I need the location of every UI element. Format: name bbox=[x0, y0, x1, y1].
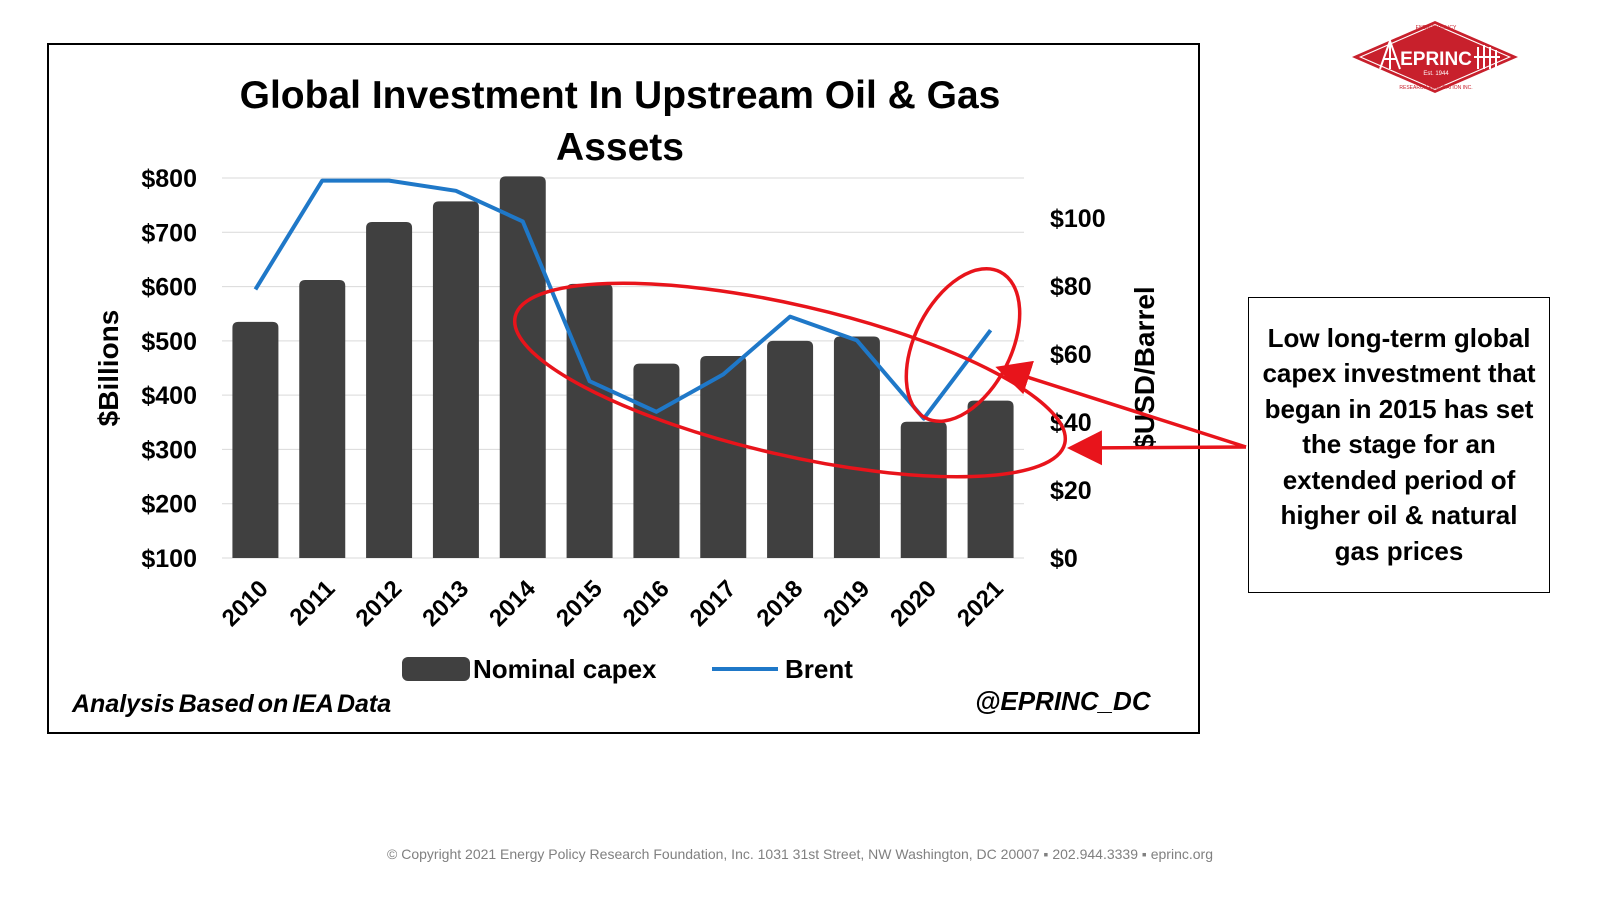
x-tick-label: 2010 bbox=[217, 575, 274, 632]
callout-text: Low long-term global capex investment th… bbox=[1262, 322, 1536, 566]
x-tick-label: 2020 bbox=[885, 575, 942, 632]
capex-bar bbox=[767, 340, 814, 558]
legend-swatch-capex bbox=[402, 657, 470, 681]
callout-arrow-lower bbox=[1067, 430, 1247, 466]
capex-bar bbox=[499, 176, 546, 558]
x-tick-label: 2011 bbox=[285, 575, 341, 631]
y2-tick-label: $60 bbox=[1050, 341, 1092, 369]
callout-box: Low long-term global capex investment th… bbox=[1248, 297, 1550, 593]
source-note: Analysis Based on IEA Data bbox=[72, 690, 392, 718]
y-axis-title: $Billions bbox=[93, 310, 124, 427]
y2-tick-label: $0 bbox=[1050, 545, 1078, 573]
y-tick-label: $700 bbox=[141, 219, 197, 247]
callout-arrow-upper bbox=[995, 360, 1247, 449]
y2-tick-label: $20 bbox=[1050, 477, 1092, 505]
y-tick-label: $100 bbox=[141, 545, 197, 573]
x-tick-label: 2021 bbox=[952, 575, 1009, 632]
legend-label-brent: Brent bbox=[785, 654, 853, 684]
x-tick-label: 2012 bbox=[350, 575, 407, 632]
y2-tick-label: $80 bbox=[1050, 273, 1092, 301]
derrick-icon bbox=[1379, 38, 1401, 70]
highlight-ellipse-small bbox=[904, 267, 1022, 423]
y2-tick-label: $40 bbox=[1050, 409, 1092, 437]
x-tick-label: 2018 bbox=[751, 575, 808, 632]
x-tick-label: 2014 bbox=[484, 575, 541, 632]
logo-diamond-icon bbox=[1352, 21, 1518, 93]
eprinc-logo: EPRINC Est. 1944 ENERGY POLICY RESEARCH … bbox=[1352, 21, 1518, 93]
capex-bar bbox=[700, 356, 747, 558]
capex-bar bbox=[366, 221, 413, 558]
capex-bar bbox=[432, 201, 479, 559]
copyright-footer: © Copyright 2021 Energy Policy Research … bbox=[387, 846, 1213, 862]
y-tick-label: $800 bbox=[141, 165, 197, 193]
x-tick-label: 2013 bbox=[417, 575, 474, 632]
x-tick-label: 2016 bbox=[618, 575, 675, 632]
y-tick-label: $200 bbox=[141, 491, 197, 519]
capex-bar bbox=[299, 280, 346, 558]
logo-name: EPRINC bbox=[1400, 49, 1472, 70]
legend-label-capex: Nominal capex bbox=[473, 654, 657, 684]
y-tick-label: $600 bbox=[141, 274, 197, 302]
capex-bar bbox=[566, 283, 613, 558]
brent-line bbox=[253, 178, 993, 421]
logo-arc-top: ENERGY POLICY bbox=[1416, 25, 1457, 31]
y2-axis-title: $USD/Barrel bbox=[1129, 286, 1160, 449]
capex-bar bbox=[833, 336, 880, 558]
capex-bar bbox=[967, 400, 1014, 558]
capex-bar bbox=[633, 363, 680, 558]
x-tick-label: 2015 bbox=[551, 575, 608, 632]
x-tick-label: 2017 bbox=[685, 575, 742, 632]
y-tick-label: $400 bbox=[141, 382, 197, 410]
logo-est: Est. 1944 bbox=[1423, 71, 1449, 77]
y2-tick-label: $100 bbox=[1050, 205, 1106, 233]
refinery-icon bbox=[1474, 45, 1500, 69]
x-tick-label: 2019 bbox=[818, 575, 875, 632]
logo-arc-bottom: RESEARCH FOUNDATION INC. bbox=[1399, 85, 1472, 91]
y-tick-label: $300 bbox=[141, 436, 197, 464]
highlight-ellipse-large bbox=[512, 281, 1068, 479]
chart-title: Global Investment In Upstream Oil & Gas … bbox=[239, 74, 1001, 169]
y-tick-label: $500 bbox=[141, 328, 197, 356]
twitter-handle: @EPRINC_DC bbox=[975, 686, 1151, 716]
capex-bar bbox=[900, 421, 947, 558]
capex-bar bbox=[232, 321, 279, 558]
